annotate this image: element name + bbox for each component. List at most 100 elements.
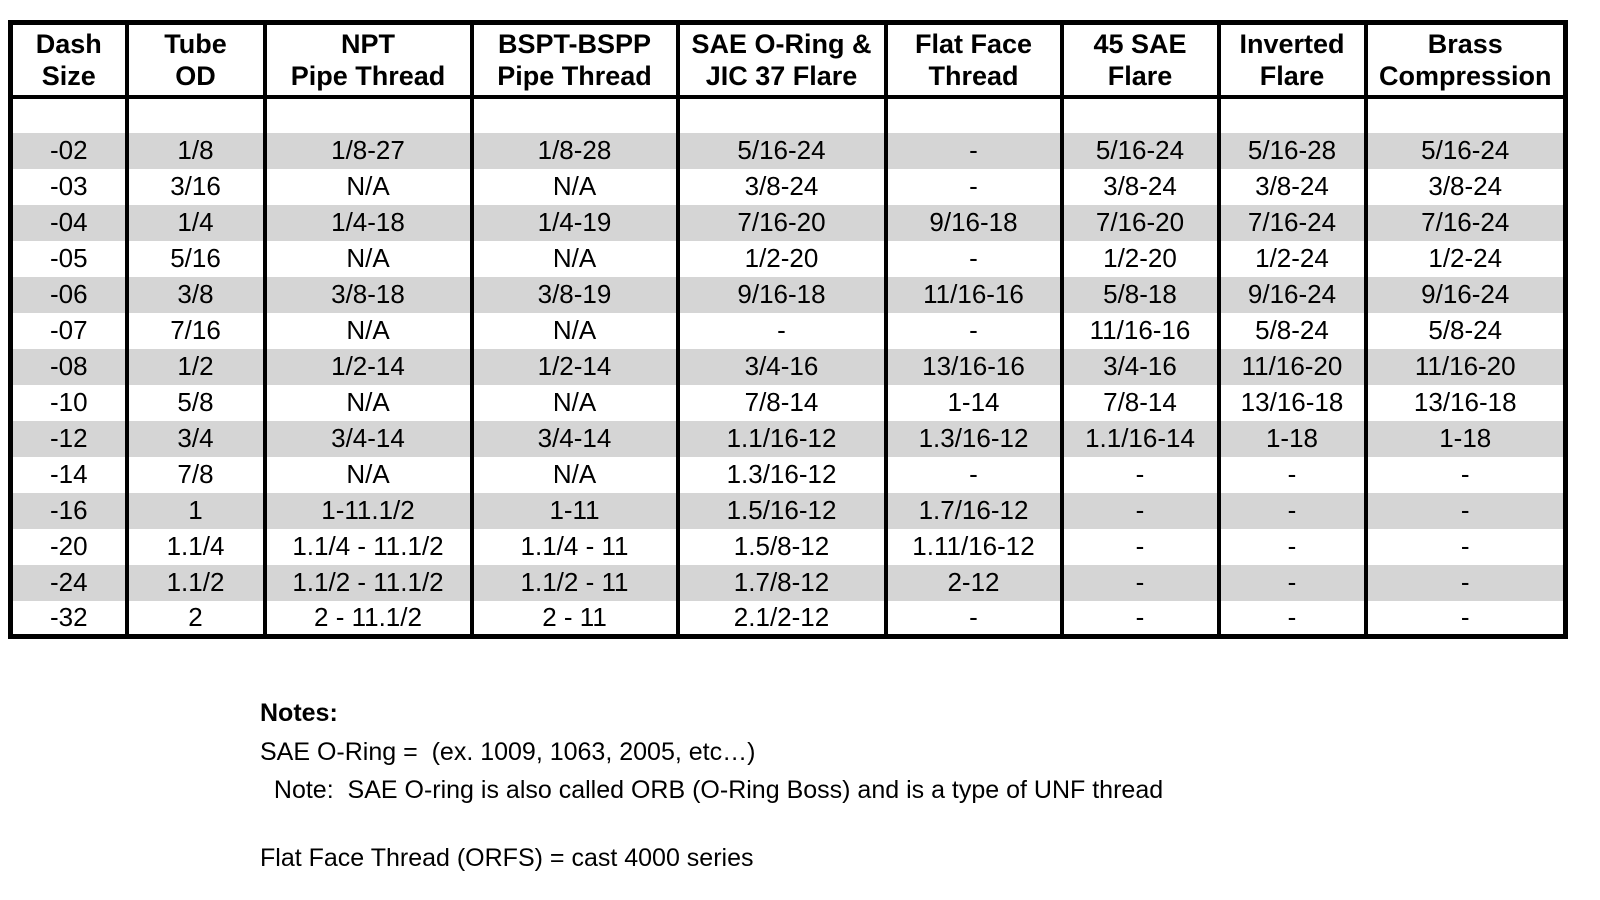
- note-orb: Note: SAE O-ring is also called ORB (O-R…: [260, 776, 1164, 804]
- column-header-dash-size: Dash Size: [8, 22, 129, 97]
- column-header-brass-compression: Brass Compression: [1363, 22, 1568, 97]
- cell-dash-size: -07: [8, 312, 129, 349]
- cell-dash-size: -04: [8, 204, 129, 241]
- column-header-line1: Inverted: [1239, 28, 1345, 59]
- cell-brass-compression: -: [1363, 492, 1568, 529]
- cell-brass-compression: 3/8-24: [1363, 168, 1568, 205]
- table-row: -10 5/8 N/A N/A 7/8-14 1-14 7/8-14 13/16-18 13/1…: [8, 384, 1568, 421]
- table-row: -20 1.1/4 1.1/4 - 11.1/2 1.1/4 - 11 1.5/8-12…: [8, 528, 1568, 565]
- cell-tube-od: 3/4: [124, 420, 267, 457]
- cell-bspt-bspp-pipe-thread: 3/4-14: [469, 420, 680, 457]
- cell-inverted-flare: 3/8-24: [1216, 168, 1368, 205]
- column-header-line1: NPT: [341, 28, 395, 59]
- cell-tube-od: 3/8: [124, 276, 267, 313]
- column-header-line2: Thread: [928, 60, 1019, 91]
- column-header-line1: SAE O-Ring &: [691, 28, 872, 59]
- cell-npt-pipe-thread: 1-11.1/2: [262, 492, 474, 529]
- cell-dash-size: -24: [8, 564, 129, 601]
- cell-tube-od: 3/16: [124, 168, 267, 205]
- cell-flat-face-thread: -: [883, 168, 1064, 205]
- column-header-sae-oring-jic-37-flare: SAE O-Ring & JIC 37 Flare: [675, 22, 888, 97]
- column-header-line2: Pipe Thread: [290, 60, 446, 91]
- column-header-line2: JIC 37 Flare: [705, 60, 858, 91]
- cell-tube-od: 5/8: [124, 384, 267, 421]
- cell-sae-oring-jic-37-flare: 9/16-18: [675, 276, 888, 313]
- cell-45-sae-flare: 7/8-14: [1059, 384, 1221, 421]
- column-header-line2: Flare: [1259, 60, 1325, 91]
- cell-npt-pipe-thread: 1/2-14: [262, 348, 474, 385]
- cell-bspt-bspp-pipe-thread: N/A: [469, 456, 680, 493]
- column-header-tube-od: Tube OD: [124, 22, 267, 97]
- cell-bspt-bspp-pipe-thread: 2 - 11: [469, 600, 680, 637]
- table-header-row: Dash Size Tube OD NPT Pipe Thread BSPT-BSPP Pip…: [8, 22, 1568, 97]
- table-header: Dash Size Tube OD NPT Pipe Thread BSPT-BSPP Pip…: [8, 22, 1568, 97]
- table-row: -16 1 1-11.1/2 1-11 1.5/16-12 1.7/16-12- - -: [8, 492, 1568, 529]
- cell-45-sae-flare: 1.1/16-14: [1059, 420, 1221, 457]
- cell-45-sae-flare: -: [1059, 528, 1221, 565]
- cell-brass-compression: 13/16-18: [1363, 384, 1568, 421]
- cell-sae-oring-jic-37-flare: 7/16-20: [675, 204, 888, 241]
- cell-bspt-bspp-pipe-thread: 3/8-19: [469, 276, 680, 313]
- column-header-line1: Tube: [164, 28, 227, 59]
- cell-flat-face-thread: -: [883, 132, 1064, 169]
- cell-brass-compression: 1/2-24: [1363, 240, 1568, 277]
- column-header-bspt-bspp-pipe-thread: BSPT-BSPP Pipe Thread: [469, 22, 680, 97]
- cell-inverted-flare: -: [1216, 600, 1368, 637]
- cell-npt-pipe-thread: 1.1/2 - 11.1/2: [262, 564, 474, 601]
- cell-dash-size: -03: [8, 168, 129, 205]
- cell-brass-compression: -: [1363, 456, 1568, 493]
- cell-sae-oring-jic-37-flare: 1.3/16-12: [675, 456, 888, 493]
- cell-inverted-flare: 5/16-28: [1216, 132, 1368, 169]
- cell-inverted-flare: 5/8-24: [1216, 312, 1368, 349]
- cell-tube-od: 1.1/2: [124, 564, 267, 601]
- cell-flat-face-thread: 13/16-16: [883, 348, 1064, 385]
- cell-brass-compression: -: [1363, 564, 1568, 601]
- cell-inverted-flare: -: [1216, 564, 1368, 601]
- table-row: -03 3/16 N/A N/A 3/8-24-3/8-24 3/8-24 3/8-24: [8, 168, 1568, 205]
- cell-npt-pipe-thread: 1/4-18: [262, 204, 474, 241]
- cell-bspt-bspp-pipe-thread: 1/8-28: [469, 132, 680, 169]
- cell-dash-size: -32: [8, 600, 129, 637]
- cell-flat-face-thread: -: [883, 312, 1064, 349]
- column-header-45-sae-flare: 45 SAE Flare: [1059, 22, 1221, 97]
- notes-title: Notes:: [260, 699, 338, 727]
- cell-brass-compression: -: [1363, 528, 1568, 565]
- cell-bspt-bspp-pipe-thread: 1/4-19: [469, 204, 680, 241]
- cell-npt-pipe-thread: N/A: [262, 312, 474, 349]
- column-header-inverted-flare: Inverted Flare: [1216, 22, 1368, 97]
- cell-inverted-flare: 1-18: [1216, 420, 1368, 457]
- cell-dash-size: -12: [8, 420, 129, 457]
- cell-npt-pipe-thread: 3/4-14: [262, 420, 474, 457]
- cell-flat-face-thread: -: [883, 456, 1064, 493]
- cell-inverted-flare: 1/2-24: [1216, 240, 1368, 277]
- cell-bspt-bspp-pipe-thread: N/A: [469, 384, 680, 421]
- cell-bspt-bspp-pipe-thread: 1/2-14: [469, 348, 680, 385]
- cell-npt-pipe-thread: N/A: [262, 240, 474, 277]
- cell-inverted-flare: -: [1216, 456, 1368, 493]
- cell-bspt-bspp-pipe-thread: 1.1/2 - 11: [469, 564, 680, 601]
- spacer-cell: [1216, 96, 1368, 133]
- table-row: -04 1/4 1/4-18 1/4-19 7/16-20 9/16-18 7/16-20 7…: [8, 204, 1568, 241]
- cell-sae-oring-jic-37-flare: 1.7/8-12: [675, 564, 888, 601]
- cell-sae-oring-jic-37-flare: 3/8-24: [675, 168, 888, 205]
- cell-sae-oring-jic-37-flare: 5/16-24: [675, 132, 888, 169]
- spacer-cell: [675, 96, 888, 133]
- cell-45-sae-flare: -: [1059, 600, 1221, 637]
- cell-sae-oring-jic-37-flare: 1.1/16-12: [675, 420, 888, 457]
- spacer-cell: [8, 96, 129, 133]
- spacer-cell: [1363, 96, 1568, 133]
- cell-tube-od: 7/16: [124, 312, 267, 349]
- cell-sae-oring-jic-37-flare: 1.5/8-12: [675, 528, 888, 565]
- cell-45-sae-flare: 3/4-16: [1059, 348, 1221, 385]
- cell-45-sae-flare: 7/16-20: [1059, 204, 1221, 241]
- cell-flat-face-thread: 1.3/16-12: [883, 420, 1064, 457]
- cell-tube-od: 1: [124, 492, 267, 529]
- cell-inverted-flare: 9/16-24: [1216, 276, 1368, 313]
- cell-npt-pipe-thread: N/A: [262, 168, 474, 205]
- cell-brass-compression: 9/16-24: [1363, 276, 1568, 313]
- cell-inverted-flare: 11/16-20: [1216, 348, 1368, 385]
- cell-inverted-flare: 7/16-24: [1216, 204, 1368, 241]
- column-header-flat-face-thread: Flat Face Thread: [883, 22, 1064, 97]
- column-header-line2: Flare: [1107, 60, 1173, 91]
- spacer-cell: [469, 96, 680, 133]
